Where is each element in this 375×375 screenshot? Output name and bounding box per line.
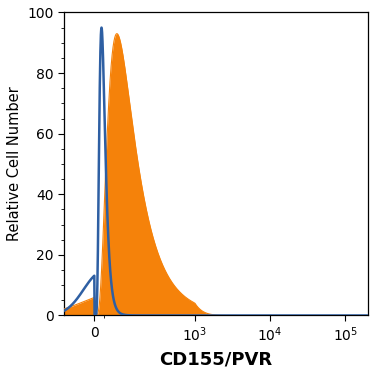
Y-axis label: Relative Cell Number: Relative Cell Number <box>7 87 22 242</box>
X-axis label: CD155/PVR: CD155/PVR <box>160 350 273 368</box>
